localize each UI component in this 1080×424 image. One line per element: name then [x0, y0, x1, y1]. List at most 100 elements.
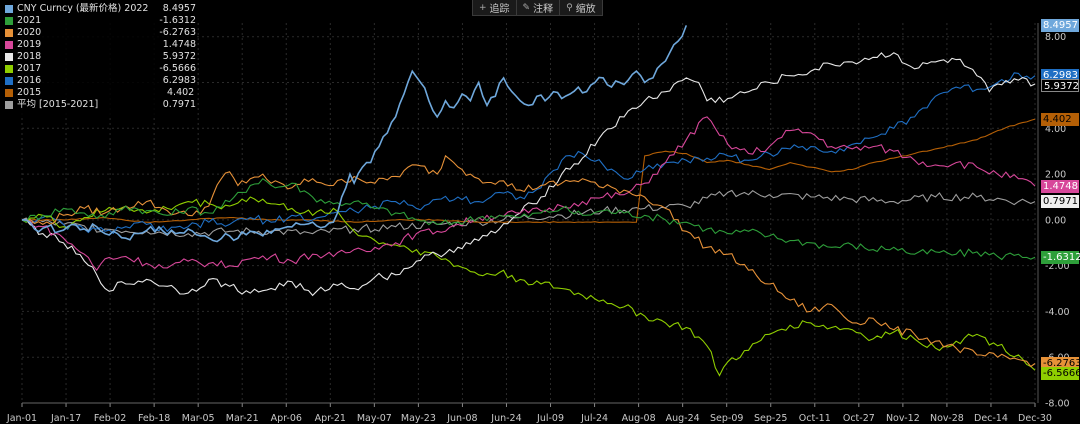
legend-series-name: 2018: [17, 51, 42, 62]
gridlines: [21, 23, 1036, 404]
series-line-0: [21, 25, 688, 243]
x-tick-label: Nov-28: [930, 413, 964, 424]
series-line-1: [21, 177, 1036, 261]
annotate-button[interactable]: ✎ 注释: [517, 0, 561, 15]
series-line-5: [21, 196, 1036, 377]
legend-entry[interactable]: 平均 [2015-2021] 0.7971: [1, 99, 196, 111]
legend-swatch: [5, 29, 13, 37]
legend-entry[interactable]: 2020 -6.2763: [1, 27, 196, 39]
series-line-8: [21, 189, 1036, 238]
x-axis-ticks: Jan-01 Jan-17 Feb-02 Feb-18 Mar-05 Mar-21 Apr-…: [6, 402, 1052, 424]
y-tick-label: -8.00: [1045, 399, 1070, 410]
legend-swatch: [5, 65, 13, 73]
zoom-button[interactable]: ⚲ 缩放: [560, 0, 602, 16]
y-tick-label: 4.00: [1045, 124, 1066, 135]
x-tick-label: Jan-17: [50, 413, 81, 424]
legend-swatch: [5, 17, 13, 25]
last-value-tag: -6.2763: [1041, 357, 1080, 371]
legend-swatch: [5, 77, 13, 85]
legend-entry[interactable]: 2021 -1.6312: [1, 15, 196, 27]
y-tick-label: 8.00: [1045, 32, 1066, 43]
legend-series-name: 2021: [17, 15, 42, 26]
legend-swatch: [5, 5, 13, 13]
legend-entry[interactable]: 2016 6.2983: [1, 75, 196, 87]
y-tick-label: 2.00: [1045, 170, 1066, 181]
legend-entry[interactable]: 2015 4.402: [1, 87, 196, 99]
x-tick-label: Sep-25: [754, 413, 787, 424]
x-tick-label: Feb-18: [138, 413, 170, 424]
legend-series-value: -6.2763: [159, 27, 196, 38]
legend-series-name: 2016: [17, 75, 42, 86]
annotate-label: 注释: [533, 4, 554, 15]
series-lines: [21, 25, 1036, 377]
zoom-label: 缩放: [575, 4, 596, 15]
legend-series-name: 2019: [17, 39, 42, 50]
legend-swatch: [5, 41, 13, 49]
x-tick-label: Nov-12: [886, 413, 920, 424]
x-tick-label: Jan-01: [6, 413, 37, 424]
legend-series-value: 6.2983: [162, 75, 196, 86]
last-value-tag: 6.2983: [1041, 69, 1079, 83]
x-tick-label: Aug-24: [666, 413, 700, 424]
x-tick-label: Dec-30: [1018, 413, 1052, 424]
legend-series-name: CNY Curncy (最新价格) 2022: [17, 3, 149, 14]
x-tick-label: Jul-09: [536, 413, 564, 424]
last-value-tag: -6.5666: [1041, 367, 1080, 381]
legend-entry[interactable]: 2017 -6.5666: [1, 63, 196, 75]
x-tick-label: May-07: [357, 413, 392, 424]
track-label: 追踪: [489, 4, 510, 15]
x-tick-label: May-23: [401, 413, 436, 424]
legend-series-value: -1.6312: [159, 15, 196, 26]
last-value-tag: 5.9372: [1041, 79, 1079, 93]
series-line-6: [21, 72, 1036, 235]
legend-swatch: [5, 101, 13, 109]
last-value-tag: -1.6312: [1041, 250, 1080, 264]
x-tick-label: Oct-27: [843, 413, 875, 424]
legend-series-value: 5.9372: [162, 51, 196, 62]
x-tick-label: Aug-08: [622, 413, 656, 424]
magnifier-icon: ⚲: [566, 2, 573, 13]
last-value-tag: 1.4748: [1041, 179, 1079, 193]
series-line-3: [21, 116, 1036, 272]
legend-series-value: 8.4957: [162, 3, 196, 14]
series-line-2: [21, 154, 1036, 368]
x-tick-label: Apr-21: [315, 413, 346, 424]
plus-icon: +: [479, 2, 487, 13]
legend-swatch: [5, 53, 13, 61]
last-value-tag: 8.4957: [1041, 18, 1079, 32]
y-tick-label: -4.00: [1045, 307, 1070, 318]
pencil-icon: ✎: [522, 2, 531, 13]
y-tick-label: -2.00: [1045, 261, 1070, 272]
legend-series-value: 4.402: [167, 87, 195, 98]
chart-toolbar: + 追踪 ✎ 注释 ⚲ 缩放: [472, 0, 603, 16]
x-tick-label: Jun-24: [490, 413, 521, 424]
series-line-4: [22, 52, 1036, 297]
x-tick-label: Jul-24: [580, 413, 608, 424]
legend-series-value: 1.4748: [162, 39, 196, 50]
series-line-7: [21, 118, 1036, 224]
legend-entry[interactable]: 2019 1.4748: [1, 39, 196, 51]
y-tick-label: 0.00: [1045, 215, 1066, 226]
track-button[interactable]: + 追踪: [473, 0, 517, 15]
legend-entry[interactable]: CNY Curncy (最新价格) 2022 8.4957: [1, 3, 196, 15]
legend-series-value: 0.7971: [162, 99, 196, 110]
legend-series-name: 平均 [2015-2021]: [17, 99, 99, 110]
x-tick-label: Sep-09: [710, 413, 743, 424]
legend-entry[interactable]: 2018 5.9372: [1, 51, 196, 63]
legend-series-value: -6.5666: [159, 63, 196, 74]
x-tick-label: Mar-05: [182, 413, 215, 424]
legend-swatch: [5, 89, 13, 97]
last-value-tag: 0.7971: [1041, 195, 1079, 209]
x-tick-label: Oct-11: [799, 413, 831, 424]
x-tick-label: Jun-08: [446, 413, 477, 424]
legend-series-name: 2017: [17, 63, 42, 74]
last-value-tag: 4.402: [1041, 112, 1079, 126]
x-tick-label: Feb-02: [94, 413, 126, 424]
x-tick-label: Dec-14: [974, 413, 1008, 424]
legend-series-name: 2015: [17, 87, 42, 98]
x-tick-label: Mar-21: [226, 413, 259, 424]
legend-series-name: 2020: [17, 27, 42, 38]
x-tick-label: Apr-06: [271, 413, 302, 424]
